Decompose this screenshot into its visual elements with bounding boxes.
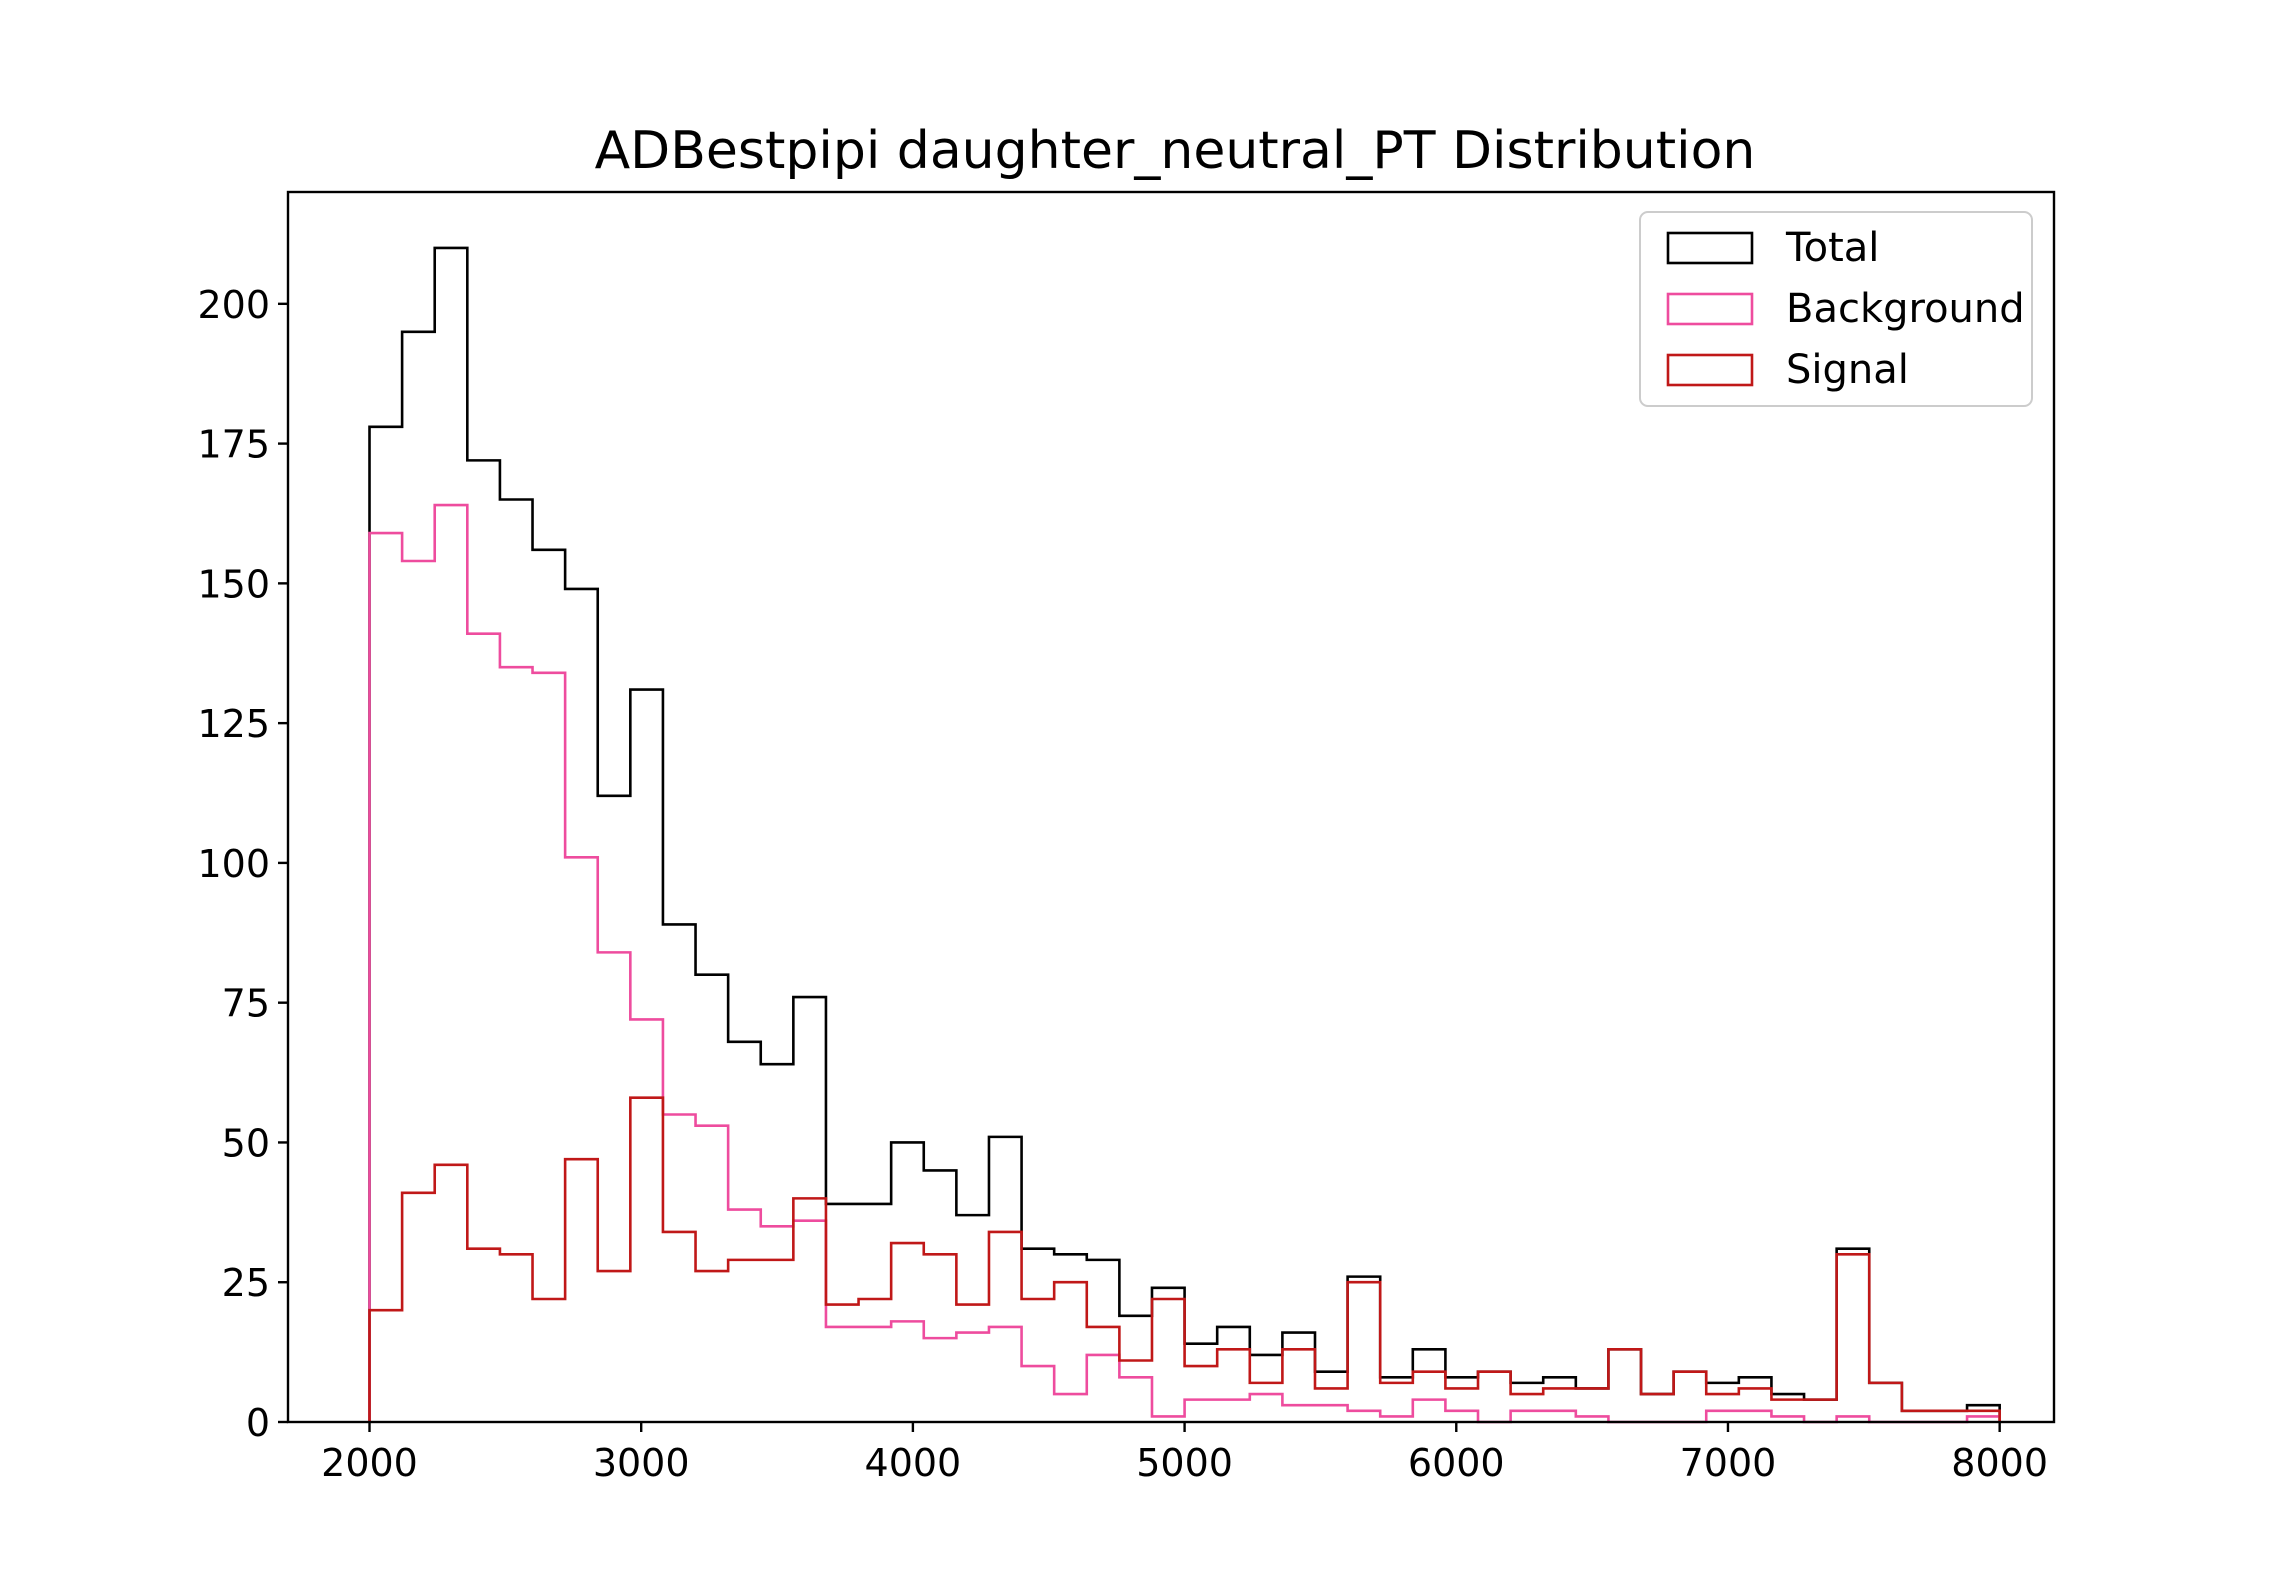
histogram-bin — [924, 1254, 957, 1422]
series-background — [368, 503, 2001, 1424]
histogram-bin — [1771, 1400, 1804, 1422]
legend-label: Signal — [1786, 347, 1909, 393]
histogram-bin — [1543, 1388, 1576, 1422]
histogram-bin — [1739, 1388, 1772, 1422]
y-tick-label: 125 — [197, 702, 270, 746]
legend-swatch — [1666, 292, 1754, 326]
histogram-bin — [500, 1254, 533, 1422]
histogram-bin — [761, 1260, 794, 1422]
y-tick-label: 50 — [222, 1121, 270, 1165]
legend-swatch — [1666, 231, 1754, 265]
legend: Total Background Signal — [1639, 211, 2033, 407]
histogram-bin — [533, 1299, 566, 1422]
histogram-bin — [370, 1310, 403, 1422]
histogram-bin — [989, 1232, 1022, 1422]
histogram-bin — [1087, 1327, 1120, 1422]
chart-title: ADBestpipi daughter_neutral_PT Distribut… — [595, 121, 1756, 181]
plot-area-frame — [286, 190, 2056, 1424]
legend-swatch — [1666, 353, 1754, 387]
histogram-bin — [1511, 1394, 1544, 1422]
histogram-bin — [1250, 1383, 1283, 1422]
histogram-bin — [1054, 1282, 1087, 1422]
histogram-bin — [1608, 1349, 1641, 1422]
histogram-bin — [1576, 1388, 1609, 1422]
histogram-step-line — [368, 503, 2001, 1424]
y-axis-ticks: 0 25 50 75 100 125 150 175 200 — [197, 283, 288, 1445]
y-tick-label: 200 — [197, 283, 270, 327]
series-signal — [368, 1096, 2001, 1423]
histogram-bin — [1478, 1372, 1511, 1422]
x-tick-label: 6000 — [1408, 1441, 1505, 1485]
histogram-bin — [1869, 1383, 1902, 1422]
x-tick-label: 3000 — [593, 1441, 690, 1485]
histogram-bin — [663, 1232, 696, 1422]
histogram-bin — [826, 1305, 859, 1422]
histogram-bin — [1022, 1299, 1055, 1422]
histogram-bin — [1217, 1349, 1250, 1422]
x-tick-label: 2000 — [321, 1441, 418, 1485]
legend-label: Background — [1786, 286, 2025, 332]
histogram-bin — [1315, 1388, 1348, 1422]
histogram-bin — [1185, 1366, 1218, 1422]
histogram-bin — [1445, 1388, 1478, 1422]
histogram-bin — [1934, 1411, 1967, 1422]
y-tick-label: 25 — [222, 1261, 270, 1305]
histogram-step-line — [368, 1096, 2001, 1422]
histogram-bin — [1348, 1282, 1381, 1422]
x-tick-label: 8000 — [1951, 1441, 2048, 1485]
x-tick-label: 4000 — [865, 1441, 962, 1485]
histogram-bin — [565, 1159, 598, 1422]
histogram-bin — [467, 1249, 500, 1422]
histogram-bin — [1119, 1361, 1152, 1423]
histogram-bin — [793, 1198, 826, 1422]
x-tick-label: 7000 — [1680, 1441, 1777, 1485]
histogram-bin — [630, 1098, 663, 1422]
histogram-bin — [370, 533, 403, 1422]
histogram-bin — [1282, 1349, 1315, 1422]
x-tick-label: 5000 — [1136, 1441, 1233, 1485]
legend-label: Total — [1785, 225, 1879, 271]
histogram-bin — [1967, 1411, 2000, 1422]
histogram-bin — [1804, 1400, 1837, 1422]
histogram-bin — [728, 1260, 761, 1422]
histogram-bin — [1902, 1411, 1935, 1422]
histogram-bin — [1674, 1372, 1707, 1422]
histogram-bin — [598, 1271, 631, 1422]
histogram-bin — [1837, 1254, 1870, 1422]
histogram-bin — [1706, 1394, 1739, 1422]
y-tick-label: 175 — [197, 423, 270, 467]
legend-frame — [1639, 211, 2033, 407]
histogram-bin — [1413, 1372, 1446, 1422]
y-tick-label: 75 — [222, 982, 270, 1026]
histogram-bin — [1641, 1394, 1674, 1422]
histogram-bin — [402, 1193, 435, 1422]
histogram-bin — [696, 1271, 729, 1422]
histogram-series — [368, 246, 2001, 1424]
histogram-bin — [859, 1299, 892, 1422]
y-tick-label: 100 — [197, 842, 270, 886]
histogram-bin — [1152, 1299, 1185, 1422]
y-tick-label: 0 — [246, 1401, 270, 1445]
histogram-bin — [435, 1165, 468, 1422]
histogram-bin — [891, 1243, 924, 1422]
histogram-bin — [956, 1305, 989, 1422]
histogram-bin — [1380, 1383, 1413, 1422]
y-tick-label: 150 — [197, 562, 270, 606]
x-axis-ticks: 2000 3000 4000 5000 6000 7000 8000 — [321, 1422, 2048, 1485]
